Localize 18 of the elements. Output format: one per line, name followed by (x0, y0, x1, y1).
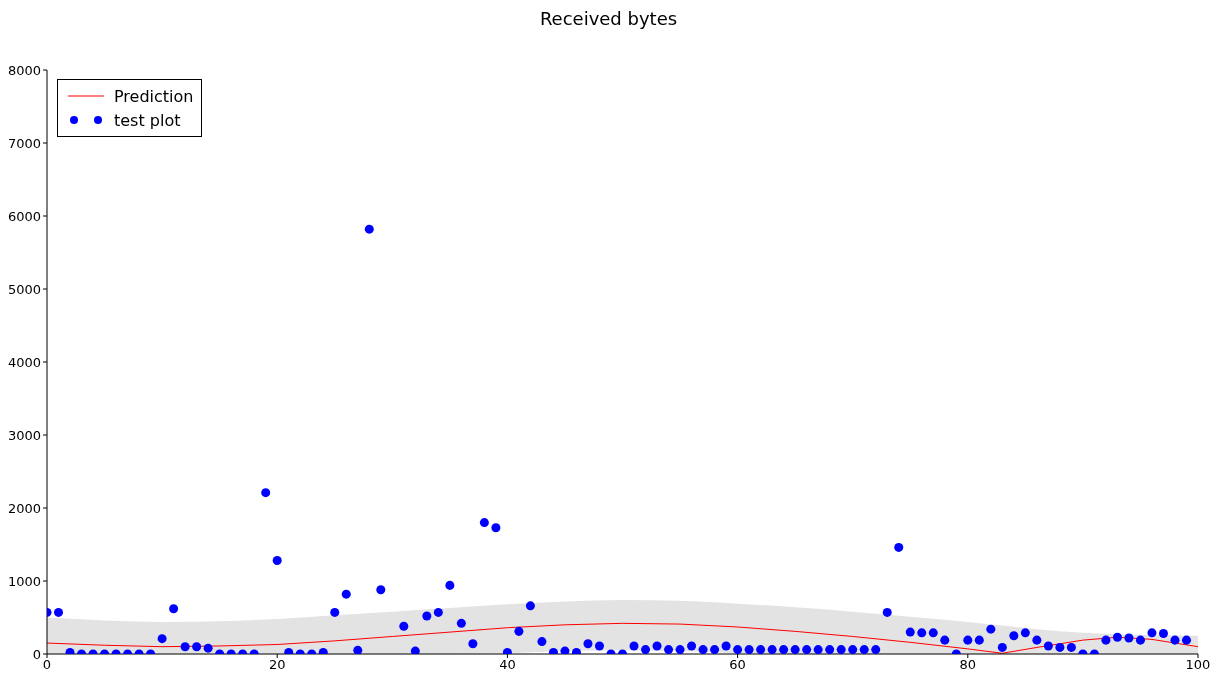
chart-title: Received bytes (538, 8, 679, 29)
x-tick-label: 0 (42, 657, 52, 673)
x-tick-label: 100 (1185, 657, 1211, 673)
y-tick-label: 0 (32, 646, 41, 662)
legend-label: Prediction (114, 86, 194, 106)
y-tick-label: 1000 (7, 573, 41, 589)
x-tick-label: 80 (959, 657, 977, 673)
y-tick-label: 5000 (7, 281, 41, 297)
y-tick-label: 3000 (7, 427, 41, 443)
x-tick-label: 60 (729, 657, 746, 673)
y-tick-label: 7000 (7, 135, 41, 151)
x-tick-label: 40 (499, 657, 516, 673)
y-tick-label: 4000 (7, 354, 41, 370)
legend-label: test plot (114, 110, 181, 130)
y-tick-label: 8000 (7, 62, 41, 78)
y-tick-label: 2000 (7, 500, 41, 516)
x-tick-label: 20 (268, 657, 286, 673)
y-tick-label: 6000 (7, 208, 41, 224)
